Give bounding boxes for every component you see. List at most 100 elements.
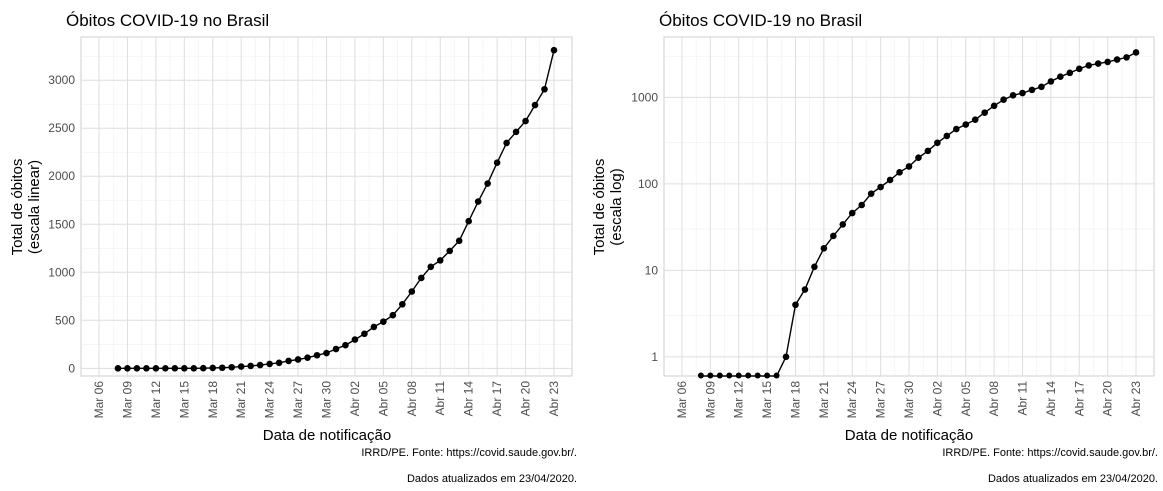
data-point [427, 263, 435, 271]
data-point [493, 159, 501, 167]
data-point [199, 364, 207, 372]
x-tick-label: Abr 05 [376, 381, 390, 417]
y-tick-label: 1 [651, 350, 658, 364]
data-point [237, 363, 245, 370]
data-point [285, 357, 292, 365]
data-point [858, 201, 866, 209]
x-tick-label: Mar 27 [874, 381, 888, 419]
x-tick-label: Mar 12 [732, 381, 746, 419]
data-point [446, 247, 454, 255]
x-tick-label: Mar 09 [703, 381, 717, 419]
data-point [550, 46, 558, 54]
data-point [716, 372, 723, 379]
x-tick-label: Mar 24 [845, 381, 859, 419]
y-axis-title-line2: (escala log) [608, 168, 625, 246]
caption-updated-right: Dados atualizados em 23/04/2020. [988, 473, 1158, 485]
data-point [811, 263, 818, 271]
y-tick-label: 3000 [48, 73, 75, 87]
data-point [896, 169, 903, 176]
x-tick-label: Mar 24 [263, 381, 277, 419]
data-point [465, 217, 472, 225]
x-tick-label: Mar 15 [760, 381, 774, 419]
data-point [380, 318, 387, 325]
data-point [867, 190, 875, 198]
x-tick-label: Abr 17 [1072, 381, 1086, 417]
chart-log: 1 10 100 1000 Mar 06 Mar 09 Mar 12 Mar 15 Mar 18… [591, 11, 1155, 444]
data-point [924, 147, 932, 155]
data-point [886, 176, 894, 184]
data-point [1019, 89, 1026, 97]
x-tick-label: Abr 11 [1016, 381, 1030, 416]
y-tick-label: 100 [638, 177, 658, 191]
data-point [905, 163, 913, 170]
x-tick-label: Mar 21 [234, 381, 248, 419]
chart-title: Óbitos COVID-19 no Brasil [66, 11, 269, 30]
data-point [697, 372, 704, 379]
data-point [1000, 96, 1007, 104]
data-point [408, 288, 416, 295]
x-tick-label: Abr 23 [1129, 381, 1143, 417]
data-point [114, 365, 122, 372]
data-point [801, 286, 809, 293]
x-axis-title: Data de notificação [263, 427, 391, 444]
data-point [943, 132, 951, 140]
data-point [707, 372, 714, 379]
data-point [981, 109, 988, 116]
data-point [792, 301, 799, 309]
data-point [877, 183, 884, 191]
data-point [484, 180, 491, 187]
data-point [455, 237, 463, 245]
caption-updated-left: Dados atualizados em 23/04/2020. [407, 473, 577, 485]
data-point [531, 101, 539, 109]
y-axis-title-line2: (escala linear) [26, 160, 43, 254]
chart-linear: 0 500 1000 1500 2000 2500 3000 Mar 06 Mar 09 Mar … [9, 11, 573, 444]
data-point [361, 330, 368, 338]
data-point [1085, 62, 1093, 69]
data-point [389, 311, 397, 319]
data-point [820, 244, 828, 252]
x-tick-label: Abr 20 [519, 381, 533, 417]
data-point [133, 365, 141, 372]
chart-title: Óbitos COVID-19 no Brasil [659, 11, 862, 30]
data-point [399, 300, 406, 308]
data-point [773, 372, 780, 379]
data-point [1104, 58, 1111, 66]
data-point [764, 372, 771, 379]
data-point [1038, 83, 1045, 91]
data-point [304, 354, 311, 361]
data-point [541, 85, 548, 93]
x-axis-title: Data de notificação [845, 427, 973, 444]
y-tick-label: 0 [68, 361, 75, 375]
data-point [143, 365, 150, 372]
data-point [256, 361, 264, 369]
x-tick-label: Mar 27 [291, 381, 305, 419]
data-point [1113, 56, 1121, 63]
data-point [162, 365, 169, 372]
data-point [342, 341, 349, 349]
x-tick-label: Mar 15 [177, 381, 191, 419]
data-point [1009, 92, 1017, 99]
data-point [351, 336, 359, 343]
x-tick-label: Mar 06 [675, 381, 689, 419]
data-point [971, 116, 979, 123]
data-point [1057, 73, 1064, 81]
y-tick-label: 1500 [48, 217, 75, 231]
data-point [1028, 86, 1036, 94]
data-point [266, 360, 273, 368]
data-point [332, 345, 340, 353]
data-point [417, 274, 425, 282]
y-tick-label: 2500 [48, 121, 75, 135]
data-point [436, 257, 444, 264]
data-point [190, 365, 198, 372]
data-point [830, 232, 837, 240]
x-tick-label: Mar 30 [902, 381, 916, 419]
data-point [745, 372, 752, 379]
data-point [218, 364, 226, 372]
x-tick-label: Abr 14 [462, 381, 476, 417]
data-point [171, 365, 179, 372]
data-point [323, 349, 330, 357]
data-point [952, 125, 960, 133]
x-tick-label: Mar 12 [149, 381, 163, 419]
data-point [1094, 60, 1102, 67]
data-point [848, 209, 856, 217]
